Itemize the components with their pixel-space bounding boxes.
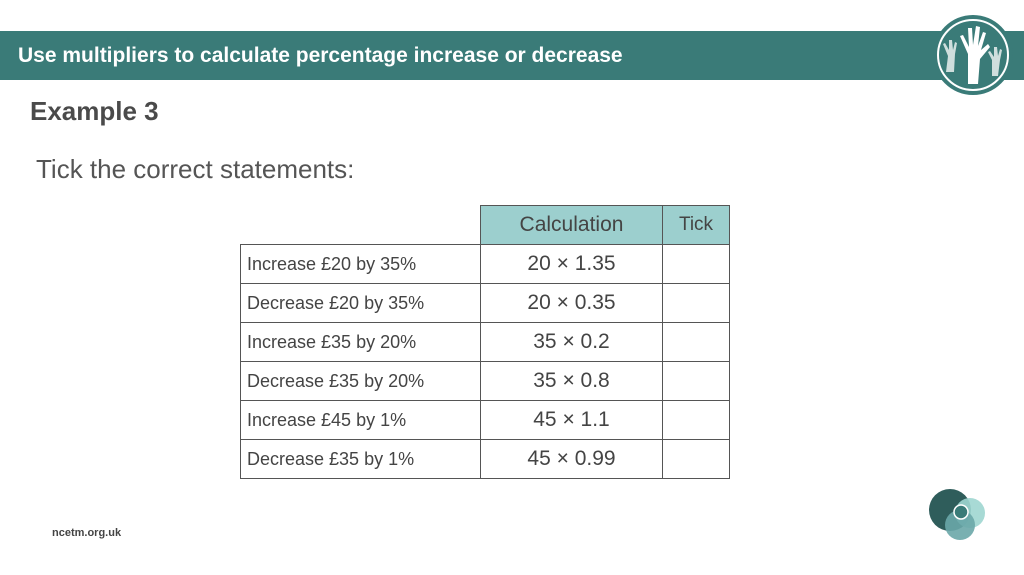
statements-table: Calculation Tick Increase £20 by 35% 20 … [240,205,730,479]
statement-cell: Increase £20 by 35% [240,244,481,284]
calculation-cell: 35 × 0.2 [480,322,663,362]
table-row: Decrease £35 by 20% 35 × 0.8 [240,361,730,401]
statement-cell: Increase £35 by 20% [240,322,481,362]
table-row: Increase £20 by 35% 20 × 1.35 [240,244,730,284]
calculation-cell: 35 × 0.8 [480,361,663,401]
tick-cell[interactable] [662,400,730,440]
tick-cell[interactable] [662,322,730,362]
tick-cell[interactable] [662,439,730,479]
table-header-row: Calculation Tick [241,205,730,245]
ncetm-circles-logo-icon [929,489,985,540]
slide-title: Use multipliers to calculate percentage … [18,44,623,67]
table-row: Increase £45 by 1% 45 × 1.1 [240,400,730,440]
statement-cell: Increase £45 by 1% [240,400,481,440]
table-row: Decrease £35 by 1% 45 × 0.99 [240,439,730,479]
footer-url[interactable]: ncetm.org.uk [52,527,122,539]
calculation-cell: 45 × 0.99 [480,439,663,479]
example-heading: Example 3 [30,96,159,126]
title-bar: Use multipliers to calculate percentage … [0,31,1024,80]
calculation-cell: 45 × 1.1 [480,400,663,440]
instruction-text: Tick the correct statements: [36,154,355,184]
statement-cell: Decrease £35 by 1% [240,439,481,479]
calculation-cell: 20 × 1.35 [480,244,663,284]
calculation-cell: 20 × 0.35 [480,283,663,323]
blank-corner-cell [241,206,481,245]
raised-hands-logo-icon [933,15,1013,95]
statement-cell: Decrease £20 by 35% [240,283,481,323]
tick-header: Tick [662,205,730,245]
tick-cell[interactable] [662,361,730,401]
table-row: Decrease £20 by 35% 20 × 0.35 [240,283,730,323]
table-row: Increase £35 by 20% 35 × 0.2 [240,322,730,362]
calculation-header: Calculation [480,205,663,245]
statement-cell: Decrease £35 by 20% [240,361,481,401]
tick-cell[interactable] [662,244,730,284]
tick-cell[interactable] [662,283,730,323]
